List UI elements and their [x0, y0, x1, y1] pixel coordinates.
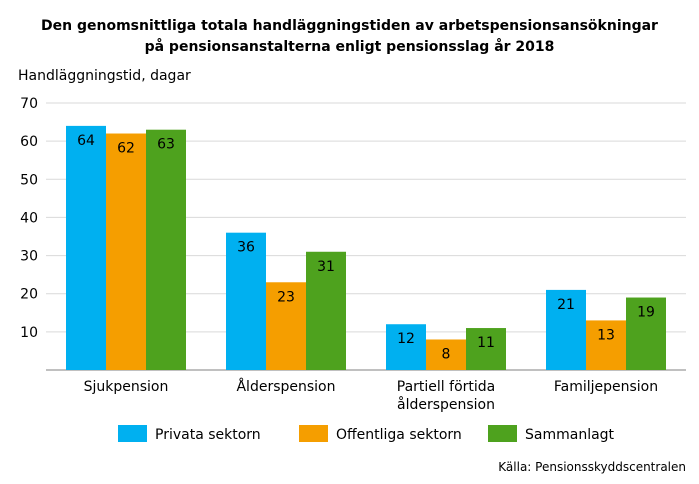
y-tick-labels: 10 20 30 40 50 60 70	[20, 96, 38, 341]
x-tick-label: Ålderspension	[236, 378, 335, 395]
bar-value-label: 23	[277, 289, 295, 305]
y-tick-label: 40	[20, 210, 38, 226]
x-tick-label: Familjepension	[554, 379, 658, 395]
bar-value-label: 8	[442, 346, 451, 362]
chart-title-line-1: Den genomsnittliga totala handläggningst…	[41, 18, 658, 34]
x-tick-labels: Sjukpension Ålderspension Partiell förtida…	[84, 378, 659, 413]
bar-value-label: 13	[597, 327, 615, 343]
bar	[386, 324, 426, 370]
legend-label: Sammanlagt	[525, 427, 615, 443]
bars	[66, 125, 666, 370]
y-axis-label: Handläggningstid, dagar	[18, 68, 191, 84]
bar	[466, 328, 506, 370]
bar	[626, 297, 666, 370]
bar-value-label: 36	[237, 240, 255, 256]
x-tick-label: Partiell förtida	[397, 379, 495, 395]
bar	[266, 282, 306, 370]
bar	[426, 339, 466, 370]
bar-value-label: 12	[397, 331, 415, 347]
legend-swatch	[118, 425, 147, 442]
bar	[106, 133, 146, 370]
bar-value-label: 21	[557, 297, 575, 313]
bar	[546, 289, 586, 370]
y-tick-label: 30	[20, 249, 38, 265]
y-tick-label: 70	[20, 96, 38, 112]
bar	[66, 125, 106, 370]
chart-title-line-2: på pensionsanstalterna enligt pensionssl…	[145, 38, 555, 55]
y-tick-label: 20	[20, 287, 38, 303]
bar	[586, 320, 626, 370]
bar-value-label: 64	[77, 133, 95, 149]
x-tick-label: Sjukpension	[84, 379, 169, 395]
bar-value-label: 11	[477, 335, 495, 351]
legend-swatch	[299, 425, 328, 442]
bar-value-label: 62	[117, 141, 135, 157]
legend-swatch	[488, 425, 517, 442]
bar	[306, 251, 346, 370]
y-tick-label: 50	[20, 172, 38, 188]
x-tick-label: ålderspension	[397, 396, 495, 413]
bar	[146, 129, 186, 370]
source-note: Källa: Pensionsskyddscentralen	[498, 460, 686, 474]
legend-label: Privata sektorn	[155, 427, 261, 443]
y-tick-label: 60	[20, 134, 38, 150]
bar-value-label: 19	[637, 305, 655, 321]
y-tick-label: 10	[20, 325, 38, 341]
legend: Privata sektorn Offentliga sektorn Sammanl…	[118, 425, 615, 443]
bar-value-labels: 64 62 63 36 23 31 12 8 11 21 13 19	[77, 133, 655, 363]
bar-value-label: 31	[317, 259, 335, 275]
bar	[226, 232, 266, 370]
legend-label: Offentliga sektorn	[336, 427, 462, 443]
bar-value-label: 63	[157, 137, 175, 153]
